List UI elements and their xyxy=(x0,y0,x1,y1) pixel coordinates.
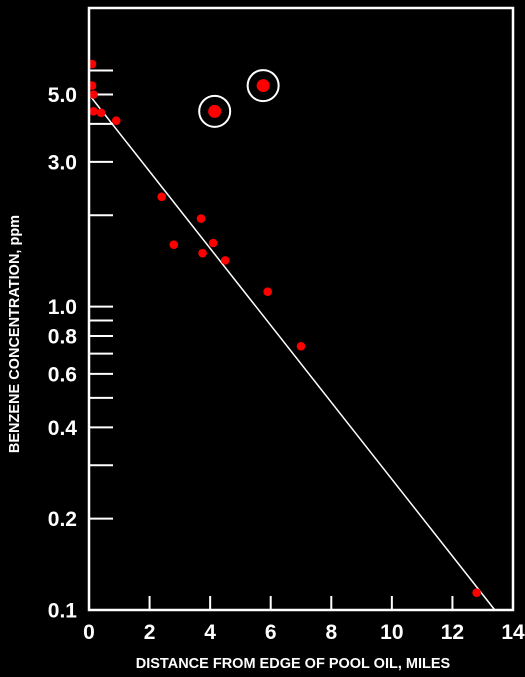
y-tick-label-7: 5.0 xyxy=(48,84,77,107)
highlighted-point-1 xyxy=(256,79,270,93)
plot-frame xyxy=(87,6,515,612)
ticks-layer xyxy=(89,69,454,611)
data-point-10 xyxy=(208,238,218,248)
x-tick-label-5: 10 xyxy=(380,621,403,644)
highlight-ring-1 xyxy=(246,69,280,103)
data-point-12 xyxy=(263,287,272,296)
data-point-11 xyxy=(220,256,230,265)
data-point-5 xyxy=(111,116,121,125)
x-tick-label-3: 6 xyxy=(265,621,277,644)
x-tick-label-4: 8 xyxy=(325,621,337,644)
data-point-13 xyxy=(296,341,306,351)
data-point-9 xyxy=(198,248,207,258)
data-point-4 xyxy=(96,108,106,118)
y-tick-label-2: 0.4 xyxy=(48,417,78,440)
x-tick-label-2: 4 xyxy=(204,621,216,644)
highlighted-point-0 xyxy=(208,104,222,118)
data-point-3 xyxy=(89,107,98,116)
data-point-14 xyxy=(472,588,481,598)
points-layer xyxy=(87,59,481,598)
data-point-2 xyxy=(89,90,98,99)
data-point-6 xyxy=(157,192,166,202)
fit-layer xyxy=(88,94,496,611)
y-tick-label-1: 0.2 xyxy=(48,508,77,531)
x-tick-label-6: 12 xyxy=(441,621,464,644)
labels-layer: 0 2 4 6 8 10 12 14 0.1 0.2 0.4 0.6 0.8 1.0 3.0 5.0 xyxy=(48,84,525,644)
x-axis-title: DISTANCE FROM EDGE OF POOL OIL, MILES xyxy=(136,656,451,672)
x-tick-label-0: 0 xyxy=(83,621,95,644)
data-point-8 xyxy=(196,214,206,223)
y-axis-title: BENZENE CONCENTRATION, ppm xyxy=(7,215,23,453)
y-tick-label-0: 0.1 xyxy=(48,600,78,623)
y-tick-label-4: 0.8 xyxy=(48,325,78,348)
data-point-7 xyxy=(169,240,179,249)
fit-line xyxy=(88,94,496,611)
x-tick-label-1: 2 xyxy=(144,621,156,644)
x-tick-label-7: 14 xyxy=(501,621,525,644)
highlight-ring-0 xyxy=(198,94,232,128)
y-tick-label-3: 0.6 xyxy=(48,363,77,386)
y-tick-label-6: 3.0 xyxy=(48,151,77,174)
y-tick-label-5: 1.0 xyxy=(48,296,77,319)
